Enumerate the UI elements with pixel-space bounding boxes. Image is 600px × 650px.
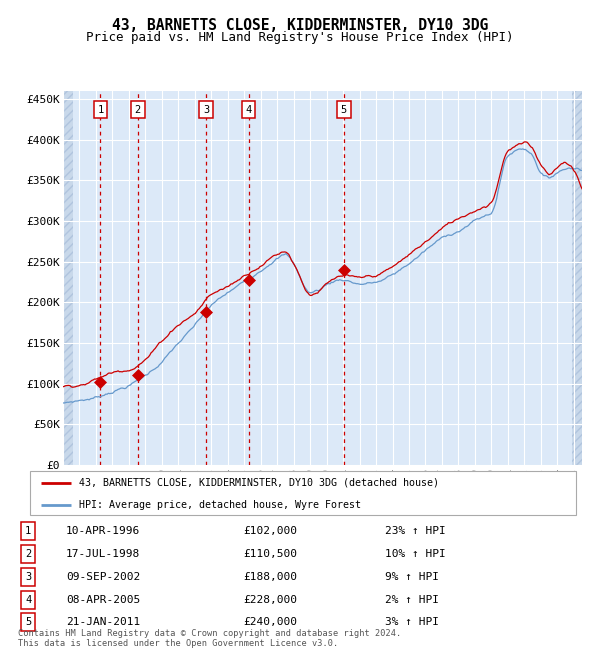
Bar: [572, 83, 582, 465]
Text: 10-APR-1996: 10-APR-1996: [66, 526, 140, 536]
FancyBboxPatch shape: [30, 471, 576, 515]
Text: £188,000: £188,000: [244, 572, 298, 582]
Bar: [63, 83, 73, 465]
Text: £240,000: £240,000: [244, 618, 298, 627]
Text: Contains HM Land Registry data © Crown copyright and database right 2024.
This d: Contains HM Land Registry data © Crown c…: [18, 629, 401, 648]
Text: 2% ↑ HPI: 2% ↑ HPI: [385, 595, 439, 604]
Text: 10% ↑ HPI: 10% ↑ HPI: [385, 549, 445, 559]
Text: 43, BARNETTS CLOSE, KIDDERMINSTER, DY10 3DG: 43, BARNETTS CLOSE, KIDDERMINSTER, DY10 …: [112, 18, 488, 33]
Text: 3: 3: [203, 105, 209, 114]
Text: 3: 3: [25, 572, 31, 582]
Text: 4: 4: [245, 105, 252, 114]
Text: £228,000: £228,000: [244, 595, 298, 604]
Text: 5: 5: [25, 618, 31, 627]
Text: HPI: Average price, detached house, Wyre Forest: HPI: Average price, detached house, Wyre…: [79, 500, 361, 510]
Text: 2: 2: [134, 105, 141, 114]
Text: 3% ↑ HPI: 3% ↑ HPI: [385, 618, 439, 627]
Text: 9% ↑ HPI: 9% ↑ HPI: [385, 572, 439, 582]
Text: 5: 5: [341, 105, 347, 114]
Text: 4: 4: [25, 595, 31, 604]
Text: 08-APR-2005: 08-APR-2005: [66, 595, 140, 604]
Text: 1: 1: [25, 526, 31, 536]
Text: 09-SEP-2002: 09-SEP-2002: [66, 572, 140, 582]
Text: 2: 2: [25, 549, 31, 559]
Text: Price paid vs. HM Land Registry's House Price Index (HPI): Price paid vs. HM Land Registry's House …: [86, 31, 514, 44]
Text: 43, BARNETTS CLOSE, KIDDERMINSTER, DY10 3DG (detached house): 43, BARNETTS CLOSE, KIDDERMINSTER, DY10 …: [79, 478, 439, 488]
Text: 17-JUL-1998: 17-JUL-1998: [66, 549, 140, 559]
Text: 1: 1: [97, 105, 104, 114]
Text: 23% ↑ HPI: 23% ↑ HPI: [385, 526, 445, 536]
Text: 21-JAN-2011: 21-JAN-2011: [66, 618, 140, 627]
Text: £110,500: £110,500: [244, 549, 298, 559]
Text: £102,000: £102,000: [244, 526, 298, 536]
